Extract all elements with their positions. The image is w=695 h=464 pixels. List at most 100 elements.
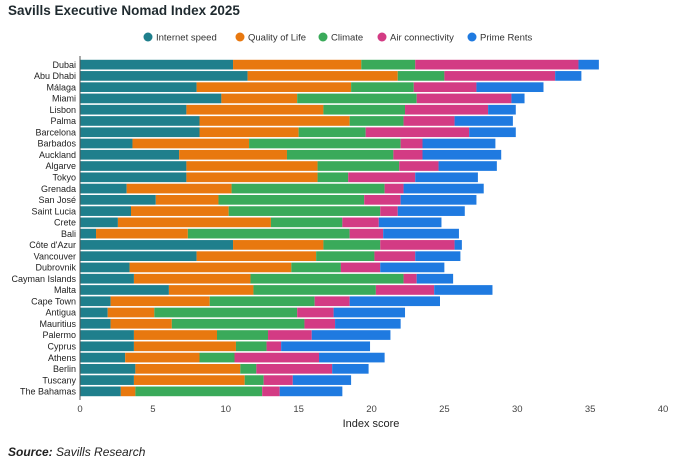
category-label-antigua: Antigua	[45, 308, 76, 318]
legend-swatch-quality-of-life	[235, 32, 245, 42]
bar-berlin-quality-of-life	[135, 363, 241, 374]
chart-title: Savills Executive Nomad Index 2025	[8, 3, 240, 18]
bar-berlin-air-connectivity	[256, 363, 333, 374]
category-label-san-jose: San José	[38, 195, 76, 205]
bar-cyprus-quality-of-life	[133, 341, 236, 352]
bar-tokyo-quality-of-life	[186, 172, 318, 183]
bar-san-jose-internet-speed	[80, 194, 156, 205]
bar-cyprus-internet-speed	[80, 341, 134, 352]
bar-vancouver-prime-rents	[415, 251, 461, 262]
bar-berlin-internet-speed	[80, 363, 136, 374]
bar-vancouver-quality-of-life	[196, 251, 317, 262]
bar-san-jose-quality-of-life	[155, 194, 219, 205]
bar-palma-internet-speed	[80, 116, 200, 126]
bar-dubai-climate	[361, 59, 416, 70]
bar-dubai-internet-speed	[80, 59, 234, 70]
bar-miami-air-connectivity	[416, 93, 512, 104]
bar-cayman-islands-quality-of-life	[133, 273, 251, 284]
stacked-bar-chart: Internet speed Quality of Life Climate Air …	[11, 32, 668, 430]
x-tick-label-40: 40	[658, 404, 669, 415]
bar-cote-d-azur-internet-speed	[80, 240, 234, 250]
bar-saint-lucia-climate	[228, 206, 381, 216]
bar-saint-lucia-quality-of-life	[131, 206, 229, 216]
bar-berlin-prime-rents	[332, 363, 369, 374]
bar-lisbon-internet-speed	[80, 104, 187, 115]
bar-miami-quality-of-life	[221, 93, 298, 104]
bar-san-jose-climate	[218, 194, 365, 205]
bar-cayman-islands-climate	[250, 273, 404, 284]
bar-algarve-quality-of-life	[186, 161, 318, 171]
bar-palma-quality-of-life	[199, 116, 350, 126]
bar-saint-lucia-air-connectivity	[380, 206, 398, 216]
category-label-bali: Bali	[61, 229, 76, 239]
bar-cyprus-prime-rents	[281, 341, 371, 352]
bar-cote-d-azur-quality-of-life	[233, 240, 324, 250]
legend-label-internet-speed: Internet speed	[156, 33, 217, 44]
bar-the-bahamas-prime-rents	[279, 386, 343, 397]
bar-grenada-prime-rents	[403, 183, 484, 194]
x-axis: 0 5 10 15 20 25 30 35 40 Index score	[77, 56, 668, 430]
bar-bali-prime-rents	[383, 228, 459, 239]
bar-crete-air-connectivity	[342, 217, 379, 228]
bar-tokyo-internet-speed	[80, 172, 187, 183]
bar-dubai-air-connectivity	[415, 59, 579, 70]
bar-cape-town-internet-speed	[80, 296, 111, 307]
x-tick-label-30: 30	[512, 404, 523, 415]
bar-malaga-quality-of-life	[196, 82, 352, 93]
bar-grenada-quality-of-life	[126, 183, 232, 194]
legend-swatch-air-connectivity	[377, 32, 387, 42]
bar-cote-d-azur-climate	[323, 240, 381, 250]
bar-athens-quality-of-life	[125, 352, 200, 363]
bar-crete-internet-speed	[80, 217, 118, 228]
bar-algarve-internet-speed	[80, 161, 187, 171]
bar-cayman-islands-internet-speed	[80, 273, 134, 284]
bar-palma-air-connectivity	[403, 116, 455, 126]
bar-lisbon-prime-rents	[488, 104, 516, 115]
bar-the-bahamas-climate	[135, 386, 263, 397]
bar-miami-prime-rents	[511, 93, 525, 104]
bar-the-bahamas-air-connectivity	[262, 386, 280, 397]
legend-label-quality-of-life: Quality of Life	[248, 33, 306, 44]
bar-auckland-quality-of-life	[179, 149, 287, 160]
bar-tuscany-air-connectivity	[263, 375, 293, 385]
bar-vancouver-air-connectivity	[374, 251, 416, 262]
x-tick-label-15: 15	[293, 404, 304, 415]
category-label-malta: Malta	[54, 285, 76, 295]
bar-lisbon-climate	[323, 104, 406, 115]
category-label-barcelona: Barcelona	[35, 127, 76, 137]
bar-tokyo-air-connectivity	[348, 172, 416, 183]
bar-malaga-air-connectivity	[413, 82, 477, 93]
bar-abu-dhabi-prime-rents	[555, 71, 582, 81]
bar-dubai-prime-rents	[578, 59, 599, 70]
bar-algarve-prime-rents	[438, 161, 497, 171]
source-label: Source:	[8, 445, 53, 459]
bar-the-bahamas-internet-speed	[80, 386, 121, 397]
bar-bali-internet-speed	[80, 228, 97, 239]
bar-dubrovnik-quality-of-life	[129, 262, 292, 273]
bar-malta-climate	[253, 285, 376, 295]
legend-label-climate: Climate	[331, 33, 363, 44]
category-label-malaga: Málaga	[46, 82, 76, 92]
bar-vancouver-internet-speed	[80, 251, 197, 262]
bar-crete-climate	[270, 217, 343, 228]
category-label-dubrovnik: Dubrovnik	[35, 263, 76, 273]
category-label-crete: Crete	[54, 218, 76, 228]
bar-barbados-quality-of-life	[132, 138, 250, 149]
category-label-cote-d-azur: Côte d'Azur	[29, 240, 76, 250]
bar-cape-town-prime-rents	[349, 296, 440, 307]
x-tick-label-25: 25	[439, 404, 450, 415]
bar-tuscany-prime-rents	[292, 375, 352, 385]
bar-barbados-air-connectivity	[400, 138, 423, 149]
bar-grenada-climate	[231, 183, 385, 194]
bar-tuscany-internet-speed	[80, 375, 134, 385]
bar-san-jose-air-connectivity	[364, 194, 401, 205]
bar-palermo-air-connectivity	[268, 330, 312, 340]
x-tick-label-10: 10	[220, 404, 231, 415]
bar-dubrovnik-climate	[291, 262, 341, 273]
category-label-the-bahamas: The Bahamas	[20, 387, 77, 397]
bar-barcelona-quality-of-life	[199, 127, 299, 138]
category-label-saint-lucia: Saint Lucia	[31, 206, 76, 216]
category-label-athens: Athens	[48, 353, 77, 363]
bar-palma-climate	[349, 116, 404, 126]
bar-malta-internet-speed	[80, 285, 169, 295]
